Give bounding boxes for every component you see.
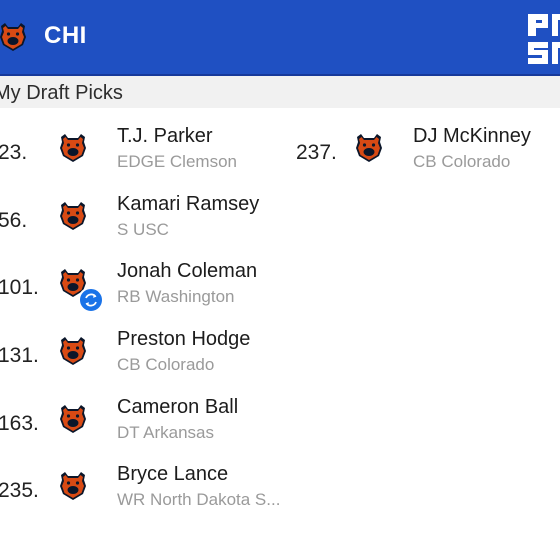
bears-logo-icon: [56, 131, 90, 165]
player-name: Kamari Ramsey: [117, 193, 260, 215]
player-position-school: CB Colorado: [413, 152, 511, 171]
bears-logo-icon: [56, 402, 90, 436]
draft-pick-row[interactable]: 163. Cameron Ball DT Arkansas: [0, 396, 278, 456]
pick-number: 23.: [0, 141, 28, 164]
bears-logo-icon[interactable]: [0, 20, 30, 54]
player-name: T.J. Parker: [117, 125, 213, 147]
player-name: Cameron Ball: [117, 396, 239, 418]
player-name: DJ McKinney: [413, 125, 531, 147]
player-name: Bryce Lance: [117, 463, 229, 485]
player-position-school: CB Colorado: [117, 355, 215, 374]
pick-number: 163.: [0, 412, 39, 435]
pff-logo-icon: [526, 12, 560, 66]
bears-logo-icon: [56, 266, 90, 300]
player-position-school: RB Washington: [117, 287, 235, 306]
draft-pick-row[interactable]: 131. Preston Hodge CB Colorado: [0, 328, 278, 388]
pick-number: 237.: [296, 141, 337, 164]
player-position-school: S USC: [117, 220, 169, 239]
draft-pick-row[interactable]: 101. Jonah Coleman RB Washington: [0, 260, 278, 320]
player-name: Preston Hodge: [117, 328, 251, 350]
draft-pick-row[interactable]: 23. T.J. Parker EDGE Clemson: [0, 125, 278, 185]
pick-number: 131.: [0, 344, 39, 367]
section-header: My Draft Picks: [0, 76, 560, 108]
draft-pick-row[interactable]: 237. DJ McKinney CB Colorado: [296, 125, 560, 185]
player-name: Jonah Coleman: [117, 260, 258, 282]
player-position-school: EDGE Clemson: [117, 152, 237, 171]
pick-number: 56.: [0, 209, 28, 232]
bears-logo-icon: [56, 469, 90, 503]
bears-logo-icon: [56, 334, 90, 368]
team-abbreviation: CHI: [44, 22, 87, 49]
section-title: My Draft Picks: [0, 82, 123, 104]
draft-pick-row[interactable]: 56. Kamari Ramsey S USC: [0, 193, 278, 253]
bears-logo-icon: [352, 131, 386, 165]
draft-pick-row[interactable]: 235. Bryce Lance WR North Dakota S...: [0, 463, 281, 523]
app-header: CHI: [0, 0, 560, 76]
swap-icon: [78, 287, 104, 313]
bears-logo-icon: [56, 199, 90, 233]
pick-number: 235.: [0, 479, 39, 502]
pick-number: 101.: [0, 276, 39, 299]
player-position-school: WR North Dakota S...: [117, 490, 281, 509]
player-position-school: DT Arkansas: [117, 423, 215, 442]
